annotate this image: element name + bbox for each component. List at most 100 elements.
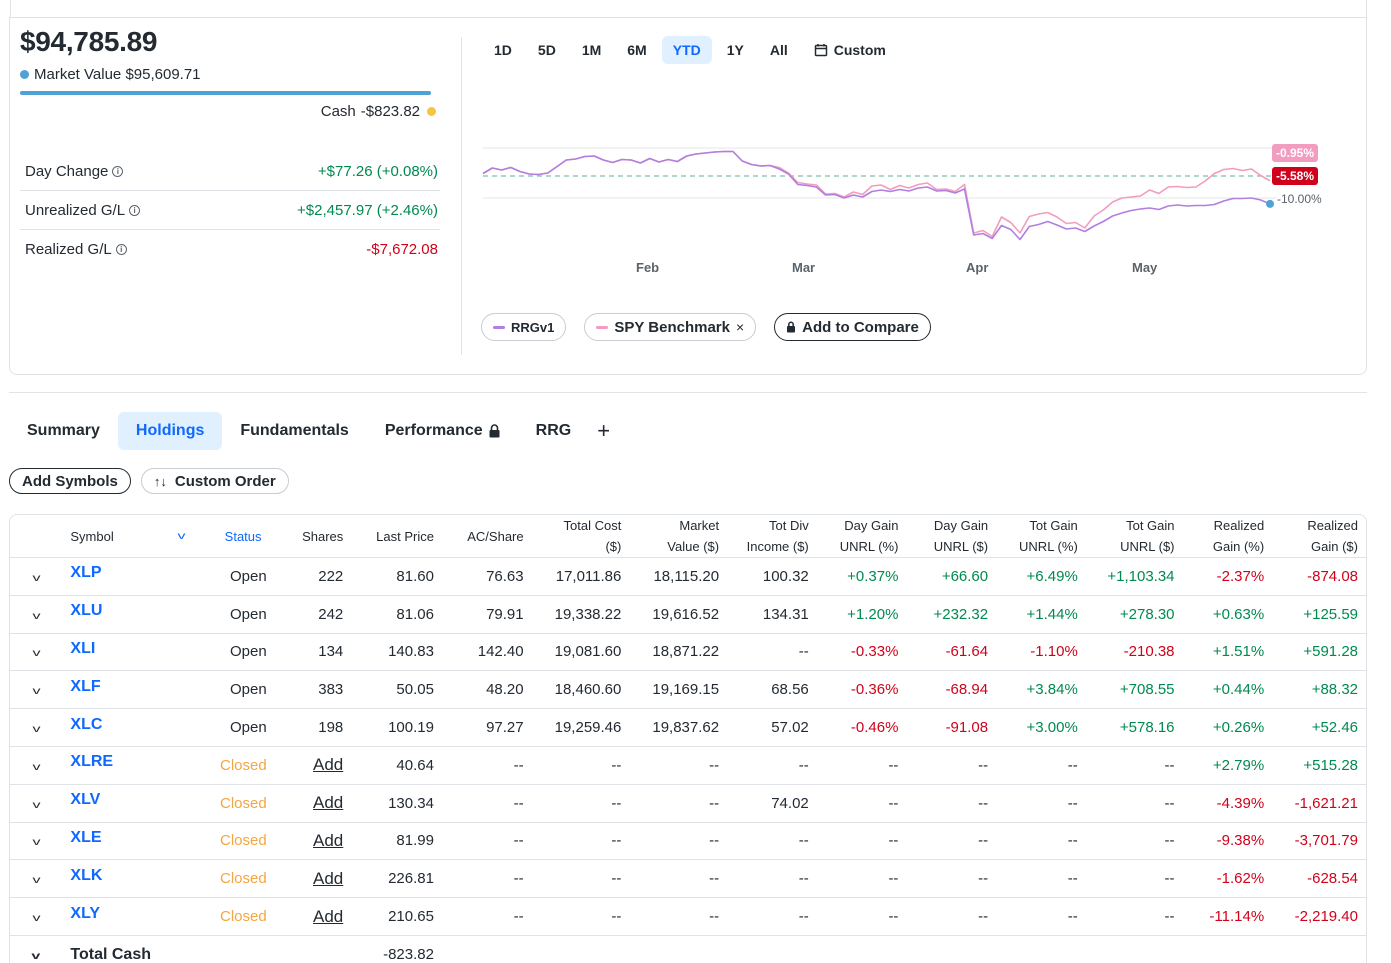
header-market-value[interactable]: Market Value ($) — [629, 515, 728, 558]
header-day-gain-pct[interactable]: Day Gain UNRL (%) — [816, 515, 907, 558]
ac-share-cell: 97.27 — [441, 708, 532, 747]
symbol-link[interactable]: XLP — [70, 564, 102, 582]
realized-gl-label: Realized G/L — [25, 241, 112, 258]
table-row[interactable]: v XLI Open 134 140.83 142.40 19,081.60 18,871.2… — [10, 633, 1366, 672]
tot-div-cell: 100.32 — [727, 557, 817, 596]
header-status[interactable]: Status — [211, 515, 275, 558]
expand-chevron-icon[interactable]: v — [10, 557, 63, 596]
header-tot-gain-usd[interactable]: Tot Gain UNRL ($) — [1085, 515, 1183, 558]
expand-chevron-icon[interactable]: v — [10, 859, 63, 899]
expand-chevron-icon[interactable]: v — [10, 822, 63, 861]
realized-gain-usd-cell: -1,621.21 — [1272, 784, 1366, 823]
unrealized-gl-label: Unrealized G/L — [25, 201, 126, 219]
tot-gain-usd-cell: +708.55 — [1085, 670, 1183, 710]
tot-gain-pct-cell: +6.49% — [996, 557, 1086, 596]
add-shares-link[interactable]: Add — [313, 755, 344, 775]
range-tab-1m[interactable]: 1M — [581, 42, 602, 58]
realized-gl-value: -$7,672.08 — [366, 241, 438, 258]
range-tab-5d[interactable]: 5D — [537, 42, 556, 58]
range-tab-custom[interactable]: Custom — [803, 36, 897, 64]
expand-chevron-icon[interactable]: v — [10, 595, 63, 634]
expand-chevron-icon[interactable]: v — [10, 784, 63, 823]
expand-chevron-icon[interactable]: v — [10, 746, 63, 785]
add-view-plus-icon[interactable]: + — [597, 418, 611, 443]
range-tab-custom-label: Custom — [833, 42, 886, 58]
custom-order-button[interactable]: ↑↓ Custom Order — [140, 468, 289, 494]
tot-div-cell: 57.02 — [727, 708, 817, 747]
info-icon[interactable]: i — [115, 244, 127, 255]
tot-gain-pct-cell: +3.00% — [996, 708, 1086, 747]
sort-chevron-icon[interactable]: v — [177, 530, 186, 542]
table-row[interactable]: v XLV Closed Add 130.34 -- -- -- 74.02 -- -- -- -- -4… — [10, 784, 1366, 823]
info-icon[interactable]: i — [112, 165, 124, 177]
performance-chart-svg — [482, 147, 1276, 241]
tab-fundamentals[interactable]: Fundamentals — [240, 422, 349, 439]
expand-chevron-icon[interactable]: v — [31, 951, 41, 963]
header-realized-usd[interactable]: Realized Gain ($) — [1272, 515, 1366, 558]
header-realized-pct[interactable]: Realized Gain (%) — [1182, 515, 1273, 558]
symbol-link[interactable]: XLF — [70, 677, 101, 695]
expand-chevron-icon[interactable]: v — [10, 708, 63, 747]
table-row[interactable]: v XLE Closed Add 81.99 -- -- -- -- -- -- -- -- -9.38%… — [10, 822, 1366, 861]
table-row[interactable]: v XLK Closed Add 226.81 -- -- -- -- -- -- -- -- -1.62… — [10, 859, 1366, 899]
market-value-cell: -- — [629, 897, 728, 936]
range-tab-1d[interactable]: 1D — [494, 42, 512, 58]
expand-chevron-icon[interactable]: v — [10, 670, 63, 710]
ac-share-cell: -- — [441, 897, 532, 936]
symbol-link[interactable]: XLY — [70, 904, 101, 922]
header-last-price[interactable]: Last Price — [351, 515, 442, 558]
header-tot-gain-pct[interactable]: Tot Gain UNRL (%) — [996, 515, 1086, 558]
symbol-link[interactable]: XLE — [70, 828, 102, 846]
tot-gain-usd-cell: -- — [1085, 897, 1183, 936]
table-row[interactable]: v XLC Open 198 100.19 97.27 19,259.46 19,837.62… — [10, 708, 1366, 747]
header-shares[interactable]: Shares — [274, 515, 352, 558]
add-to-compare-button[interactable]: Add to Compare — [774, 313, 931, 341]
symbol-link[interactable]: XLI — [70, 639, 96, 657]
tab-performance[interactable]: Performance — [367, 412, 518, 450]
range-tab-6m[interactable]: 6M — [627, 42, 647, 58]
tab-summary[interactable]: Summary — [27, 422, 100, 439]
legend-spy-benchmark[interactable]: SPY Benchmark × — [584, 313, 757, 341]
header-ac-share[interactable]: AC/Share — [441, 515, 532, 558]
header-symbol[interactable]: Symbol v — [62, 515, 212, 558]
symbol-link[interactable]: XLV — [70, 791, 101, 809]
add-shares-link[interactable]: Add — [313, 793, 344, 813]
symbol-link[interactable]: XLRE — [70, 753, 114, 771]
symbol-link[interactable]: XLC — [70, 715, 103, 733]
day-change-label: Day Change — [25, 162, 109, 180]
realized-gain-pct-cell: +0.63% — [1182, 595, 1273, 634]
total-cost-cell: 19,081.60 — [531, 633, 630, 672]
table-row[interactable]: v XLF Open 383 50.05 48.20 18,460.60 19,169.15 6… — [10, 670, 1366, 710]
tab-holdings[interactable]: Holdings — [117, 412, 223, 450]
table-row[interactable]: v XLY Closed Add 210.65 -- -- -- -- -- -- -- -- -11.1… — [10, 897, 1366, 936]
table-row[interactable]: v XLU Open 242 81.06 79.91 19,338.22 19,616.52 1… — [10, 595, 1366, 634]
header-tot-div[interactable]: Tot Div Income ($) — [727, 515, 817, 558]
add-shares-link[interactable]: Add — [313, 906, 344, 926]
range-tab-ytd[interactable]: YTD — [661, 36, 712, 64]
realized-gain-pct-cell: -1.62% — [1182, 859, 1273, 899]
info-icon[interactable]: i — [129, 204, 141, 216]
symbol-link[interactable]: XLU — [70, 602, 103, 620]
table-row[interactable]: v XLRE Closed Add 40.64 -- -- -- -- -- -- -- -- +2.79… — [10, 746, 1366, 785]
tab-rrg[interactable]: RRG — [535, 422, 572, 439]
header-total-cost[interactable]: Total Cost ($) — [531, 515, 630, 558]
table-row[interactable]: v XLP Open 222 81.60 76.63 17,011.86 18,115.20 1… — [10, 557, 1366, 596]
total-cost-cell: -- — [531, 784, 630, 823]
add-shares-link[interactable]: Add — [313, 868, 344, 888]
total-cash-row[interactable]: v Total Cash -823.82 — [10, 935, 1366, 963]
range-tab-1y[interactable]: 1Y — [726, 42, 744, 58]
market-value-cell: 19,616.52 — [629, 595, 728, 634]
add-shares-link[interactable]: Add — [313, 830, 344, 850]
expand-chevron-icon[interactable]: v — [10, 633, 63, 672]
range-tab-all[interactable]: All — [769, 42, 788, 58]
header-day-gain-usd[interactable]: Day Gain UNRL ($) — [906, 515, 997, 558]
gain-loss-stats: Day Change i +$77.26 (+0.08%) Unrealized … — [20, 152, 440, 269]
expand-chevron-icon[interactable]: v — [10, 897, 63, 936]
add-symbols-button[interactable]: Add Symbols — [9, 468, 131, 494]
close-icon[interactable]: × — [735, 319, 745, 335]
realized-gain-pct-cell: -9.38% — [1182, 822, 1273, 861]
holdings-table-body: v XLP Open 222 81.60 76.63 17,011.86 18,115.20 1… — [10, 557, 1366, 963]
tot-gain-usd-cell: -- — [1085, 746, 1183, 785]
legend-rrgv1[interactable]: RRGv1 — [481, 313, 567, 341]
symbol-link[interactable]: XLK — [70, 866, 103, 884]
